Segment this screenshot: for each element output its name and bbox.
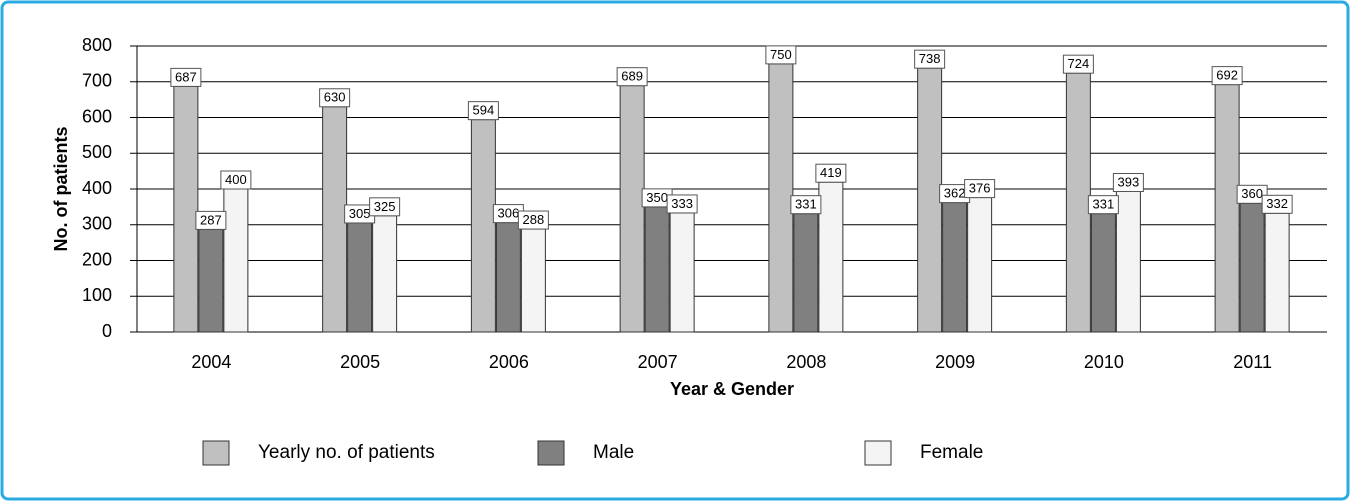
- value-label-box: [914, 49, 946, 69]
- bar: [520, 228, 546, 333]
- bar: [793, 213, 819, 333]
- legend-label: Female: [920, 442, 983, 463]
- bar: [619, 85, 645, 333]
- value-label-box: [666, 194, 698, 214]
- y-tick-label: 400: [82, 178, 112, 198]
- value-label: 287: [200, 212, 222, 227]
- value-label-box: [765, 45, 797, 65]
- value-label-box: [790, 195, 822, 215]
- value-label: 325: [374, 199, 396, 214]
- bar: [347, 222, 373, 333]
- value-label-box: [1211, 66, 1243, 86]
- y-tick-label: 500: [82, 142, 112, 162]
- bar: [942, 202, 968, 333]
- legend-label: Yearly no. of patients: [258, 442, 435, 463]
- value-label: 687: [175, 69, 197, 84]
- x-axis-title: Year & Gender: [670, 379, 794, 399]
- value-label: 333: [671, 196, 693, 211]
- value-label: 724: [1068, 56, 1090, 71]
- x-tick-label: 2004: [191, 352, 231, 372]
- legend-swatch: [537, 440, 565, 466]
- value-label: 738: [919, 51, 941, 66]
- value-label: 350: [646, 190, 668, 205]
- bar: [173, 85, 199, 333]
- bar: [198, 228, 224, 333]
- y-tick-label: 0: [102, 321, 112, 341]
- bar: [1115, 191, 1141, 333]
- y-tick-label: 800: [82, 35, 112, 55]
- value-label: 331: [795, 197, 817, 212]
- value-label: 331: [1093, 197, 1115, 212]
- value-label-box: [369, 197, 401, 217]
- bar: [1239, 202, 1265, 333]
- value-label: 393: [1118, 174, 1140, 189]
- bar: [1090, 213, 1116, 333]
- value-label-box: [1112, 173, 1144, 193]
- y-tick-label: 700: [82, 71, 112, 91]
- value-label-box: [319, 88, 351, 108]
- value-label: 630: [324, 90, 346, 105]
- value-label: 376: [969, 181, 991, 196]
- bar: [818, 181, 844, 333]
- value-label-box: [195, 210, 227, 230]
- x-tick-label: 2008: [786, 352, 826, 372]
- value-label: 306: [498, 206, 520, 221]
- value-label-box: [1062, 54, 1094, 74]
- bar: [768, 63, 794, 333]
- value-label-box: [1087, 195, 1119, 215]
- bar: [967, 197, 993, 333]
- value-label-box: [170, 67, 202, 87]
- value-label: 360: [1241, 186, 1263, 201]
- bar: [917, 67, 943, 333]
- x-tick-label: 2010: [1084, 352, 1124, 372]
- y-tick-label: 100: [82, 285, 112, 305]
- y-tick-label: 600: [82, 106, 112, 126]
- value-label: 692: [1216, 68, 1238, 83]
- value-label-box: [1236, 184, 1268, 204]
- legend-swatch: [202, 440, 230, 466]
- value-label-box: [517, 210, 549, 230]
- legend-swatch: [864, 440, 892, 466]
- x-tick-label: 2011: [1233, 352, 1272, 372]
- y-tick-label: 200: [82, 249, 112, 269]
- value-label-box: [815, 163, 847, 183]
- value-label: 332: [1266, 196, 1288, 211]
- value-label-box: [964, 179, 996, 199]
- bar: [322, 106, 348, 333]
- bar: [372, 215, 398, 333]
- x-tick-label: 2007: [638, 352, 678, 372]
- bar: [644, 206, 670, 333]
- value-label-box: [467, 101, 499, 121]
- y-axis-title: No. of patients: [51, 127, 71, 252]
- value-label: 288: [523, 212, 545, 227]
- legend-label: Male: [593, 442, 634, 463]
- value-label: 689: [621, 69, 643, 84]
- x-tick-label: 2009: [935, 352, 975, 372]
- x-tick-label: 2006: [489, 352, 529, 372]
- bar: [470, 119, 496, 333]
- value-label: 362: [944, 186, 966, 201]
- bar: [669, 212, 695, 333]
- value-label: 750: [770, 47, 792, 62]
- value-label: 400: [225, 172, 247, 187]
- value-label-box: [616, 67, 648, 87]
- bar: [223, 188, 249, 333]
- value-label: 419: [820, 165, 842, 180]
- value-label: 594: [473, 103, 495, 118]
- bar: [1065, 72, 1091, 333]
- value-label-box: [220, 170, 252, 190]
- value-label: 305: [349, 206, 371, 221]
- y-tick-label: 300: [82, 214, 112, 234]
- value-label-box: [1261, 194, 1293, 214]
- bar: [1214, 84, 1240, 333]
- x-tick-label: 2005: [340, 352, 380, 372]
- bar: [495, 222, 521, 333]
- bar: [1264, 212, 1290, 333]
